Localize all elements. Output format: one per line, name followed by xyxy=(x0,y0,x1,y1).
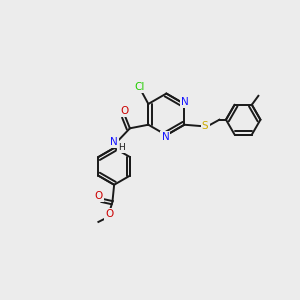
Text: O: O xyxy=(95,191,103,201)
Text: Cl: Cl xyxy=(134,82,145,92)
Text: H: H xyxy=(118,143,125,152)
Text: N: N xyxy=(162,132,169,142)
Text: O: O xyxy=(105,209,113,220)
Text: S: S xyxy=(202,121,208,131)
Text: N: N xyxy=(110,137,118,147)
Text: N: N xyxy=(182,97,189,107)
Text: O: O xyxy=(120,106,129,116)
